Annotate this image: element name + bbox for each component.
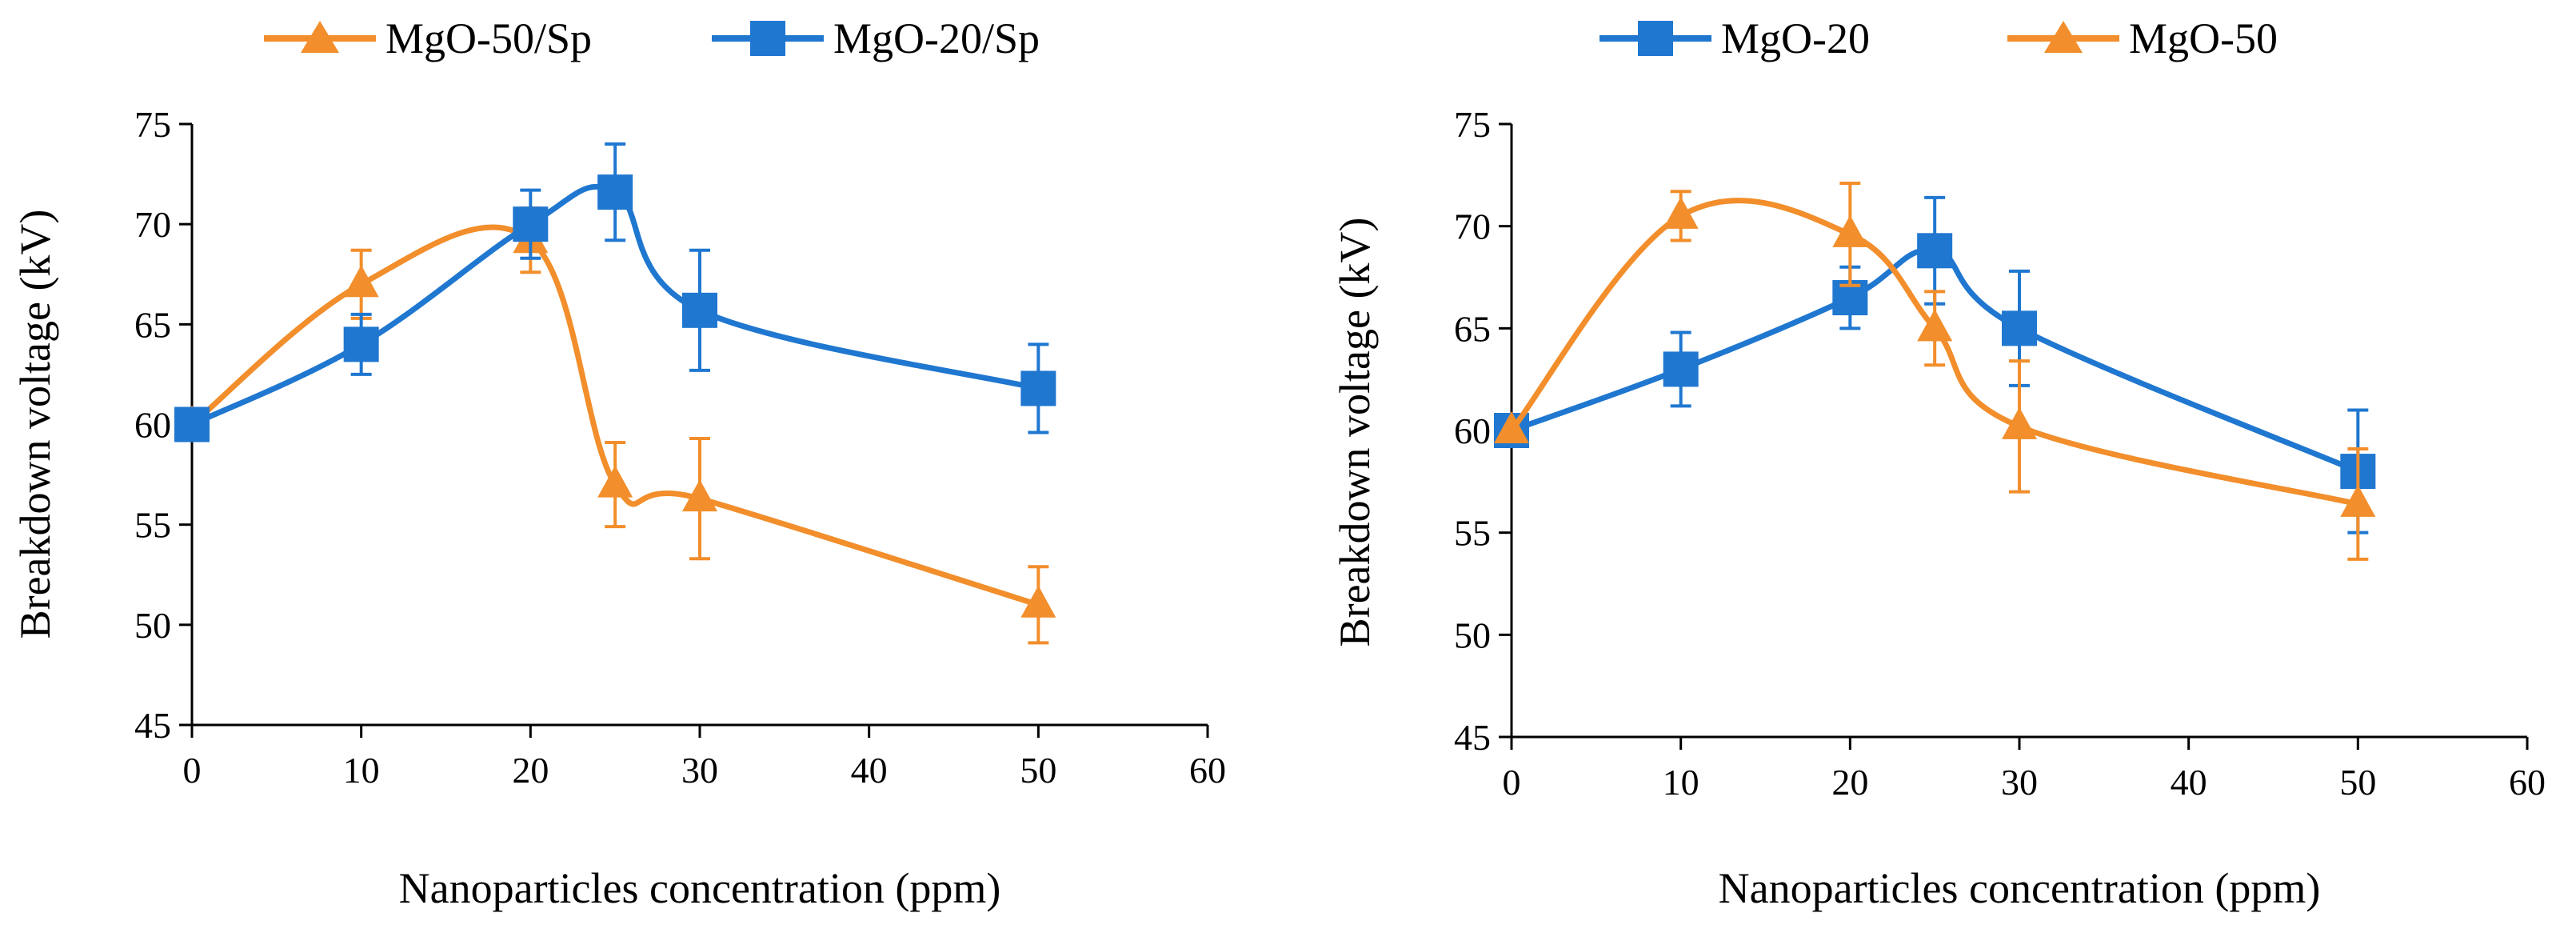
legend-triangle-marker: [301, 21, 339, 53]
x-tick-label: 0: [183, 750, 202, 791]
legend-label-mgo50: MgO-50: [2129, 14, 2278, 62]
legend-label-mgo20: MgO-20: [1721, 14, 1870, 62]
right-legend: MgO-20 MgO-50: [1600, 14, 2278, 62]
series-line-mgo50: [1509, 198, 2359, 507]
x-tick-label: 30: [2001, 762, 2038, 803]
y-tick-label: 55: [134, 505, 171, 546]
x-tick-label: 10: [1663, 762, 1699, 803]
x-tick-label: 50: [2339, 762, 2376, 803]
data-point-mgo20: [1663, 351, 1699, 387]
y-tick-label: 70: [134, 204, 171, 245]
series-line-mgo50sp: [190, 224, 1040, 608]
left-chart: MgO-50/Sp MgO-20/Sp 45 50 55 60 65 70 75 0 10 20 3…: [11, 14, 1226, 912]
x-tick-label: 20: [512, 750, 549, 791]
data-point-mgo50sp: [343, 265, 379, 298]
left-y-axis-title: Breakdown voltage (kV): [11, 210, 59, 639]
left-legend: MgO-50/Sp MgO-20/Sp: [264, 14, 1040, 62]
x-tick-label: 50: [1020, 750, 1056, 791]
x-tick-label: 40: [2171, 762, 2207, 803]
y-tick-label: 50: [134, 605, 171, 646]
y-tick-label: 65: [1454, 308, 1491, 349]
data-point-mgo50: [1917, 309, 1953, 342]
legend-square-marker: [750, 21, 785, 56]
data-point-mgo50: [1494, 411, 1529, 443]
x-tick-label: 40: [851, 750, 888, 791]
y-tick-label: 55: [1454, 513, 1491, 554]
legend-square-marker: [1638, 21, 1673, 56]
x-tick-label: 20: [1831, 762, 1868, 803]
right-x-axis-title: Nanoparticles concentration (ppm): [1719, 864, 2321, 912]
data-point-mgo50: [2340, 484, 2376, 517]
left-x-axis-title: Nanoparticles concentration (ppm): [399, 864, 1001, 912]
data-point-mgo20sp: [597, 174, 633, 210]
right-y-axis-title: Breakdown voltage (kV): [1331, 218, 1379, 647]
y-tick-label: 60: [134, 405, 171, 446]
left-plot-area: [174, 142, 1056, 645]
data-point-mgo20: [2002, 310, 2037, 346]
data-point-mgo50sp: [1020, 585, 1056, 618]
x-tick-label: 30: [681, 750, 718, 791]
x-tick-label: 10: [343, 750, 380, 791]
series-line-mgo20: [1510, 247, 2359, 475]
y-tick-label: 60: [1454, 410, 1491, 451]
x-tick-label: 60: [1189, 750, 1226, 791]
data-point-mgo20: [1917, 233, 1953, 269]
right-tick-labels: 45 50 55 60 65 70 75 0 10 20 30 40 50 60: [1454, 104, 2546, 803]
y-tick-label: 45: [134, 705, 171, 746]
data-point-mgo20sp: [682, 292, 717, 328]
data-point-mgo50: [2002, 406, 2037, 439]
right-plot-area: [1494, 182, 2376, 561]
y-tick-label: 45: [1454, 717, 1491, 758]
series-line-mgo20sp: [190, 183, 1040, 427]
y-tick-label: 75: [1454, 104, 1491, 145]
x-tick-label: 0: [1503, 762, 1521, 803]
y-tick-label: 70: [1454, 206, 1491, 247]
left-tick-labels: 45 50 55 60 65 70 75 0 10 20 30 40 50 60: [134, 104, 1226, 791]
data-point-mgo50: [1663, 196, 1699, 229]
y-tick-label: 50: [1454, 615, 1491, 655]
data-point-mgo50: [1832, 214, 1868, 247]
legend-triangle-marker: [2044, 21, 2083, 53]
data-point-mgo20sp: [513, 206, 549, 242]
data-point-mgo20sp: [343, 326, 379, 362]
legend-label-mgo50sp: MgO-50/Sp: [385, 14, 592, 62]
legend-label-mgo20sp: MgO-20/Sp: [833, 14, 1040, 62]
x-tick-label: 60: [2509, 762, 2546, 803]
data-point-mgo50sp: [682, 479, 717, 512]
data-point-mgo20sp: [174, 406, 210, 442]
right-chart: MgO-20 MgO-50 45 50 55 60 65 70 75 0 10 20 30 40 50 6…: [1331, 14, 2546, 912]
data-point-mgo50sp: [597, 465, 633, 498]
y-tick-label: 75: [134, 104, 171, 145]
data-point-mgo20sp: [1020, 370, 1056, 406]
y-tick-label: 65: [134, 304, 171, 345]
